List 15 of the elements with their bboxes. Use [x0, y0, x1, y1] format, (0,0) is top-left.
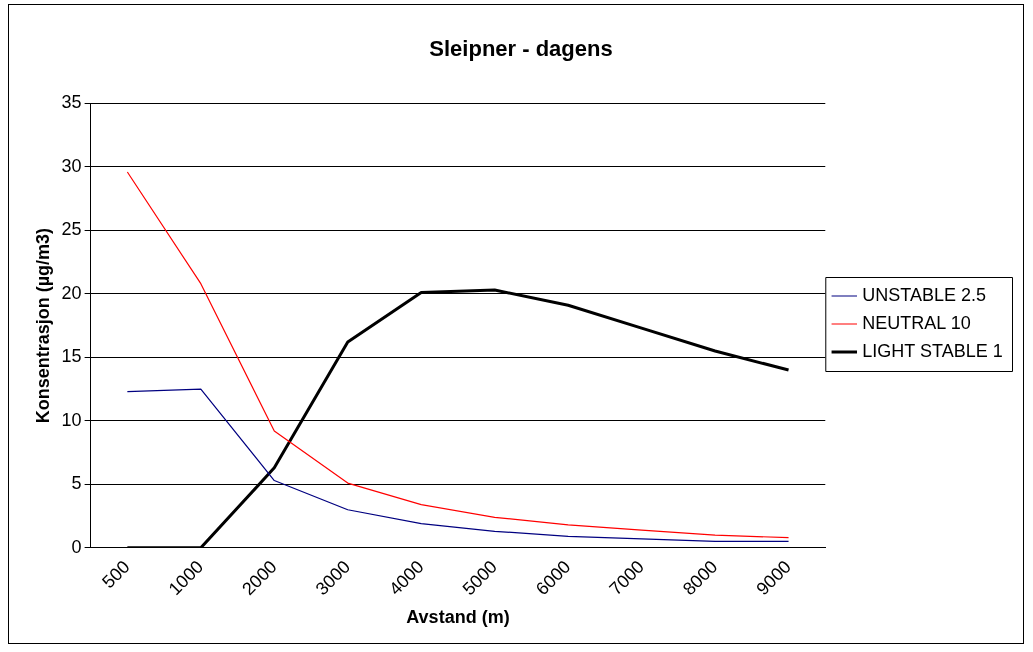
y-tick-label: 10 [61, 409, 82, 430]
legend-label: NEUTRAL 10 [862, 312, 971, 333]
chart-title: Sleipner - dagens [429, 36, 613, 62]
y-tick-label: 0 [71, 536, 82, 557]
y-axis-title: Konsentrasjon (µg/m3) [32, 227, 53, 424]
y-tick-label: 35 [61, 92, 82, 113]
legend-label: UNSTABLE 2.5 [862, 284, 987, 305]
x-tick-label: 500 [98, 556, 134, 593]
x-axis-title: Avstand (m) [406, 607, 510, 628]
legend-label: LIGHT STABLE 1 [862, 340, 1003, 361]
y-tick-label: 20 [61, 282, 82, 303]
y-tick-label: 30 [61, 155, 82, 176]
y-tick-label: 5 [71, 473, 82, 494]
y-tick-label: 15 [61, 346, 82, 367]
y-tick-label: 25 [61, 219, 82, 240]
